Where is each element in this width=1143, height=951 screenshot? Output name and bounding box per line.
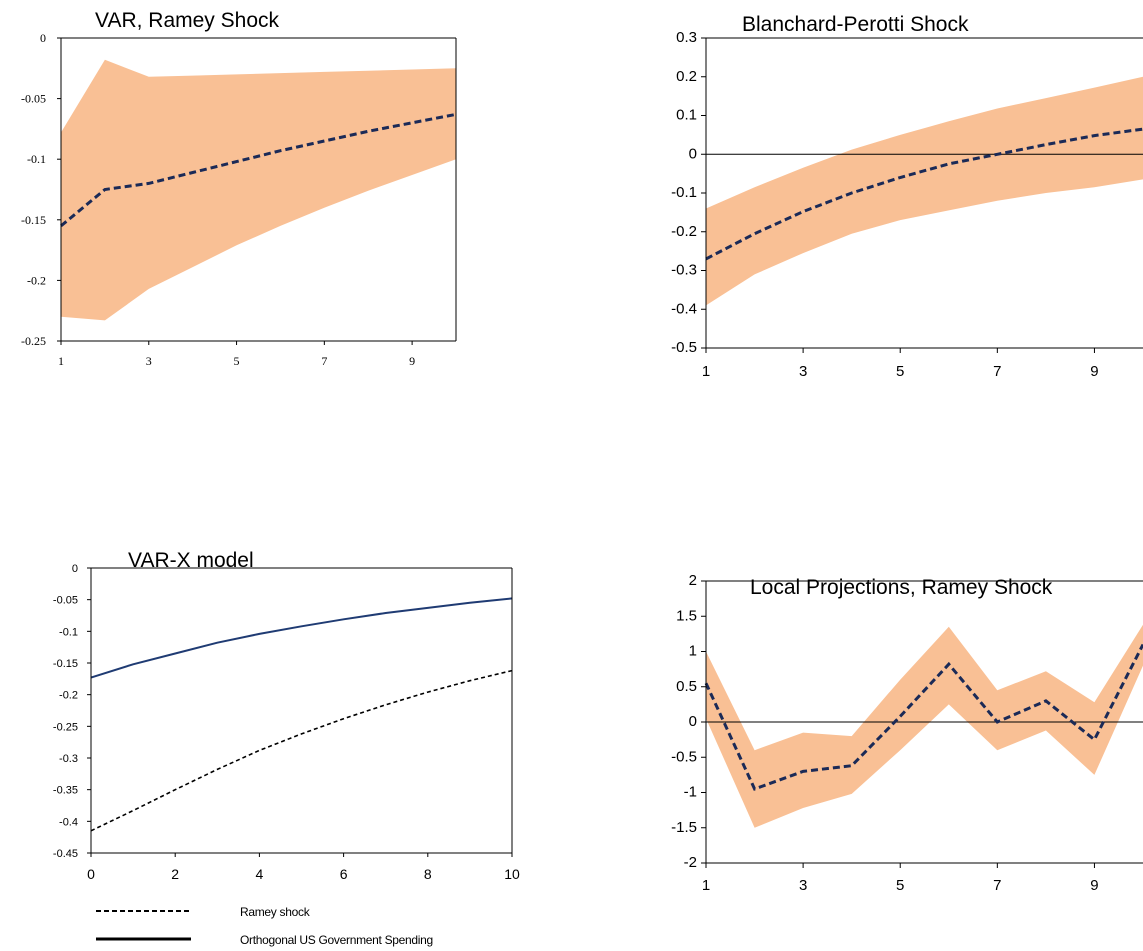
x-tick-label: 5 xyxy=(896,363,904,380)
x-tick-label: 1 xyxy=(702,877,710,894)
y-tick-label: -0.4 xyxy=(671,300,697,317)
x-tick-label: 0 xyxy=(87,866,95,882)
legend-label-orthogonal-spending: Orthogonal US Government Spending xyxy=(240,933,433,947)
x-tick-label: 2 xyxy=(171,866,179,882)
x-tick-label: 7 xyxy=(993,877,1001,894)
series-line-ramey-shock xyxy=(90,669,513,832)
x-tick-label: 9 xyxy=(1090,363,1098,380)
x-tick-label: 4 xyxy=(256,866,264,882)
y-tick-label: 0 xyxy=(72,563,78,575)
legend-label-ramey-shock: Ramey shock xyxy=(240,905,311,919)
x-tick-label: 10 xyxy=(504,866,520,882)
x-tick-label: 3 xyxy=(146,354,152,368)
y-tick-label: -0.15 xyxy=(53,658,78,670)
legend: Ramey shock Orthogonal US Government Spe… xyxy=(96,905,433,947)
y-tick-label: -0.5 xyxy=(671,748,697,765)
chart-var-ramey-shock: VAR, Ramey Shock 0 -0.05 -0.1 -0.15 -0.2 -0.2… xyxy=(21,9,457,368)
x-tick-label: 5 xyxy=(234,354,240,368)
y-tick-label: 0.5 xyxy=(676,678,697,695)
y-tick-label: -0.2 xyxy=(59,690,78,702)
y-tick-label: -0.15 xyxy=(21,213,46,227)
series-line-orthogonal-us-government-spending xyxy=(90,597,513,679)
y-tick-label: 0.3 xyxy=(676,29,697,46)
y-tick-label: -0.3 xyxy=(59,753,78,765)
series-line-0 xyxy=(705,127,1143,261)
y-tick-label: -0.25 xyxy=(53,721,78,733)
y-tick-label: -2 xyxy=(684,854,697,871)
x-tick-label: 3 xyxy=(799,363,807,380)
x-tick-label: 1 xyxy=(702,363,710,380)
y-tick-label: -0.05 xyxy=(21,92,46,106)
series-line-0 xyxy=(60,112,457,228)
x-tick-label: 9 xyxy=(1090,877,1098,894)
y-tick-label: 0 xyxy=(40,31,46,45)
y-tick-label: 0.1 xyxy=(676,107,697,124)
y-tick-label: -0.1 xyxy=(671,184,697,201)
y-tick-label: 0.2 xyxy=(676,68,697,85)
chart-title: VAR-X model xyxy=(128,549,254,572)
chart-title: Local Projections, Ramey Shock xyxy=(750,576,1053,599)
confidence-band xyxy=(706,624,1143,828)
chart-title: Blanchard-Perotti Shock xyxy=(742,13,969,36)
x-tick-label: 8 xyxy=(424,866,432,882)
y-tick-label: 2 xyxy=(689,572,697,589)
y-tick-label: 1 xyxy=(689,643,697,660)
y-tick-label: -0.5 xyxy=(671,339,697,356)
y-tick-label: -0.3 xyxy=(671,262,697,279)
x-tick-label: 9 xyxy=(409,354,415,368)
x-tick-label: 7 xyxy=(993,363,1001,380)
chart-local-projections-ramey-shock: Local Projections, Ramey Shock 2 1.5 1 0.5 0… xyxy=(671,572,1143,894)
y-tick-label: -0.2 xyxy=(671,223,697,240)
x-tick-label: 1 xyxy=(58,354,64,368)
chart-var-x-model: VAR-X model Ramey shock Orthogonal US Go… xyxy=(53,549,520,947)
y-tick-label: -1.5 xyxy=(671,819,697,836)
x-tick-label: 6 xyxy=(340,866,348,882)
y-tick-label: -0.1 xyxy=(27,152,46,166)
y-tick-label: -0.45 xyxy=(53,848,78,860)
x-tick-label: 7 xyxy=(321,354,327,368)
chart-title: VAR, Ramey Shock xyxy=(95,9,280,32)
x-tick-label: 5 xyxy=(896,877,904,894)
chart-blanchard-perotti-shock: Blanchard-Perotti Shock 0.3 0.2 0.1 0 -0.1 -0… xyxy=(671,13,1143,380)
y-tick-label: -1 xyxy=(684,784,697,801)
y-tick-label: 1.5 xyxy=(676,607,697,624)
x-tick-label: 3 xyxy=(799,877,807,894)
y-tick-label: 0 xyxy=(689,145,697,162)
y-tick-label: -0.35 xyxy=(53,785,78,797)
y-tick-label: -0.4 xyxy=(59,816,78,828)
y-tick-label: -0.05 xyxy=(53,595,78,607)
series-line-0 xyxy=(704,643,1143,791)
confidence-band xyxy=(61,59,456,321)
confidence-band xyxy=(706,76,1143,306)
y-tick-label: 0 xyxy=(689,713,697,730)
y-tick-label: -0.1 xyxy=(59,626,78,638)
y-tick-label: -0.25 xyxy=(21,334,46,348)
y-tick-label: -0.2 xyxy=(27,273,46,287)
